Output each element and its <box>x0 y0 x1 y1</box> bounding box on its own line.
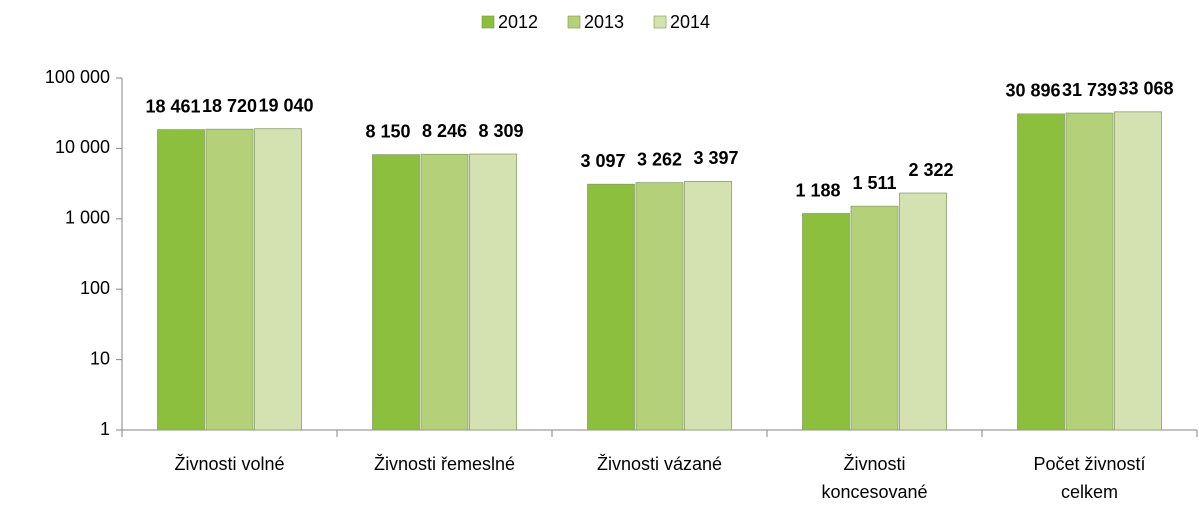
x-tick-label: Živnosti vázané <box>597 454 722 474</box>
x-tick-label: koncesované <box>821 482 927 502</box>
bar <box>420 153 469 431</box>
y-tick-label: 100 <box>80 278 110 298</box>
bar <box>157 129 205 431</box>
legend-label: 2012 <box>498 12 538 32</box>
value-label: 3 097 <box>580 151 625 171</box>
value-label: 8 150 <box>365 121 410 141</box>
legend-swatch <box>653 15 667 29</box>
value-label: 31 739 <box>1062 80 1117 100</box>
bar <box>469 153 517 431</box>
bar <box>802 213 850 431</box>
value-label: 2 322 <box>908 160 953 180</box>
bar <box>1065 112 1114 431</box>
bar <box>1114 111 1162 431</box>
bar <box>587 183 635 431</box>
value-label: 18 461 <box>145 96 200 116</box>
x-tick-label: Živnosti volné <box>174 454 284 474</box>
legend-label: 2013 <box>584 12 624 32</box>
value-label: 1 511 <box>852 173 896 193</box>
y-tick-label: 10 <box>90 348 110 368</box>
y-tick-label: 100 000 <box>45 67 110 87</box>
y-tick-label: 10 000 <box>55 137 110 157</box>
value-label: 1 188 <box>795 180 840 200</box>
bar <box>1017 113 1065 431</box>
x-tick-label: Živnosti <box>843 454 905 474</box>
value-label: 18 720 <box>202 96 257 116</box>
bar <box>372 154 420 431</box>
y-tick-label: 1 000 <box>65 208 110 228</box>
legend-label: 2014 <box>670 12 710 32</box>
value-label: 8 309 <box>478 121 523 141</box>
value-label: 30 896 <box>1005 81 1060 101</box>
x-tick-label: Počet živností <box>1033 454 1145 474</box>
bar <box>899 192 947 431</box>
x-tick-label: celkem <box>1061 482 1118 502</box>
x-tick-label: Živnosti řemeslné <box>374 454 515 474</box>
value-label: 3 262 <box>637 149 682 169</box>
y-tick-label: 1 <box>100 419 110 439</box>
bar <box>850 205 899 431</box>
bar <box>684 181 732 431</box>
bar <box>205 128 254 431</box>
value-label: 8 246 <box>422 121 467 141</box>
legend-swatch <box>567 15 581 29</box>
value-label: 33 068 <box>1118 79 1173 99</box>
legend-swatch <box>481 15 495 29</box>
bar <box>635 182 684 431</box>
value-label: 19 040 <box>258 95 313 115</box>
bar <box>254 128 302 431</box>
value-label: 3 397 <box>693 148 738 168</box>
